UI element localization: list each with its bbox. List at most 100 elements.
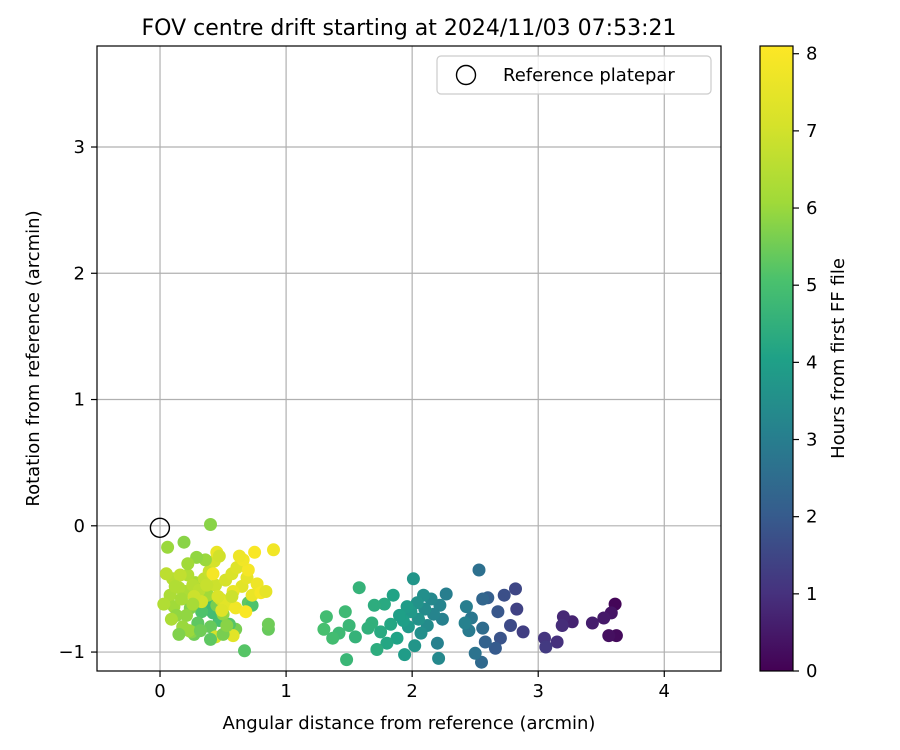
data-point: [239, 605, 253, 619]
data-point: [317, 622, 331, 636]
y-axis-label: Rotation from reference (arcmin): [23, 210, 44, 506]
legend: Reference platepar: [436, 55, 712, 95]
data-point: [439, 587, 453, 601]
data-point: [238, 644, 251, 658]
data-point: [225, 590, 239, 603]
chart-title: FOV centre drift starting at 2024/11/03 …: [142, 16, 677, 41]
grid-lines: [97, 46, 721, 671]
x-tick-label: 2: [406, 681, 417, 702]
data-point: [585, 616, 599, 630]
plot-frame: [96, 45, 722, 672]
data-point: [204, 518, 217, 531]
data-point: [459, 600, 473, 614]
data-point: [476, 621, 490, 635]
data-point: [259, 585, 273, 598]
data-point: [168, 579, 182, 593]
data-point: [226, 629, 240, 643]
colorbar-tick-label: 4: [806, 352, 817, 373]
data-point: [211, 590, 225, 603]
data-point: [509, 582, 522, 596]
data-point: [172, 627, 186, 641]
data-point: [361, 621, 375, 635]
data-point: [476, 592, 490, 606]
data-point: [393, 608, 406, 622]
legend-entry-label: Reference platepar: [503, 65, 675, 86]
data-point: [380, 636, 394, 650]
legend-box: [436, 55, 712, 95]
legend-marker-icon: [455, 64, 477, 86]
data-point: [212, 549, 226, 563]
data-point: [342, 619, 356, 632]
data-point: [215, 603, 229, 617]
data-point: [206, 567, 220, 581]
colorbar-tick-label: 6: [806, 198, 817, 219]
data-point: [326, 631, 340, 645]
y-tick-label: 0: [74, 516, 85, 537]
colorbar: 0 1 2 3 4 5 6 7 8 Hours from first FF file: [759, 44, 849, 682]
colorbar-frame: [759, 45, 794, 672]
x-tick-label: 4: [659, 681, 670, 702]
data-point: [555, 619, 569, 632]
data-point: [377, 597, 391, 611]
data-point: [367, 598, 381, 612]
colorbar-tick-label: 7: [806, 121, 817, 142]
data-point: [267, 543, 280, 557]
data-point: [161, 540, 175, 554]
data-point: [539, 640, 553, 654]
data-point: [374, 625, 388, 639]
data-point: [248, 545, 262, 559]
data-point: [200, 578, 214, 592]
data-point: [430, 636, 444, 650]
data-point: [602, 629, 616, 643]
data-point: [478, 635, 492, 649]
data-point: [319, 610, 333, 624]
data-point: [408, 639, 422, 653]
colorbar-tick-label: 5: [806, 275, 817, 296]
data-point: [400, 600, 414, 614]
data-point: [550, 635, 564, 649]
data-point: [175, 592, 188, 606]
data-point: [384, 617, 398, 631]
data-point: [370, 643, 384, 656]
colorbar-tick-label: 0: [806, 661, 817, 682]
data-point: [504, 619, 517, 632]
data-point: [516, 625, 530, 639]
data-point: [164, 612, 178, 626]
data-point: [510, 602, 524, 616]
data-point: [195, 605, 209, 619]
data-point: [241, 563, 255, 577]
x-tick-label: 3: [532, 681, 543, 702]
x-axis-ticks: 0 1 2 3 4: [154, 671, 670, 702]
data-point: [390, 631, 404, 645]
colorbar-ticks: 0 1 2 3 4 5 6 7 8: [793, 44, 817, 682]
data-point: [261, 617, 275, 631]
x-tick-label: 0: [154, 681, 165, 702]
data-point: [220, 619, 234, 632]
data-point: [232, 549, 246, 563]
data-point: [204, 632, 217, 646]
scatter-points: [157, 518, 623, 669]
data-point: [497, 588, 511, 602]
colorbar-gradient: [760, 46, 793, 671]
plot-area: [97, 46, 721, 671]
data-point: [204, 620, 217, 634]
data-point: [597, 611, 611, 625]
colorbar-tick-label: 1: [806, 584, 817, 605]
colorbar-tick-label: 3: [806, 430, 817, 451]
y-tick-label: 1: [74, 390, 85, 411]
data-point: [340, 653, 354, 667]
colorbar-tick-label: 2: [806, 507, 817, 528]
colorbar-label: Hours from first FF file: [828, 258, 849, 459]
data-point: [159, 567, 173, 581]
data-point: [488, 641, 502, 655]
reference-platepar-marker: [149, 517, 171, 538]
data-point: [193, 624, 207, 638]
y-axis-ticks: −1 0 1 2 3: [58, 137, 97, 663]
data-point: [186, 597, 200, 611]
data-point: [414, 626, 428, 640]
x-axis-label: Angular distance from reference (arcmin): [223, 713, 596, 734]
data-point: [181, 557, 195, 571]
y-tick-label: 2: [74, 263, 85, 284]
data-point: [468, 646, 482, 660]
